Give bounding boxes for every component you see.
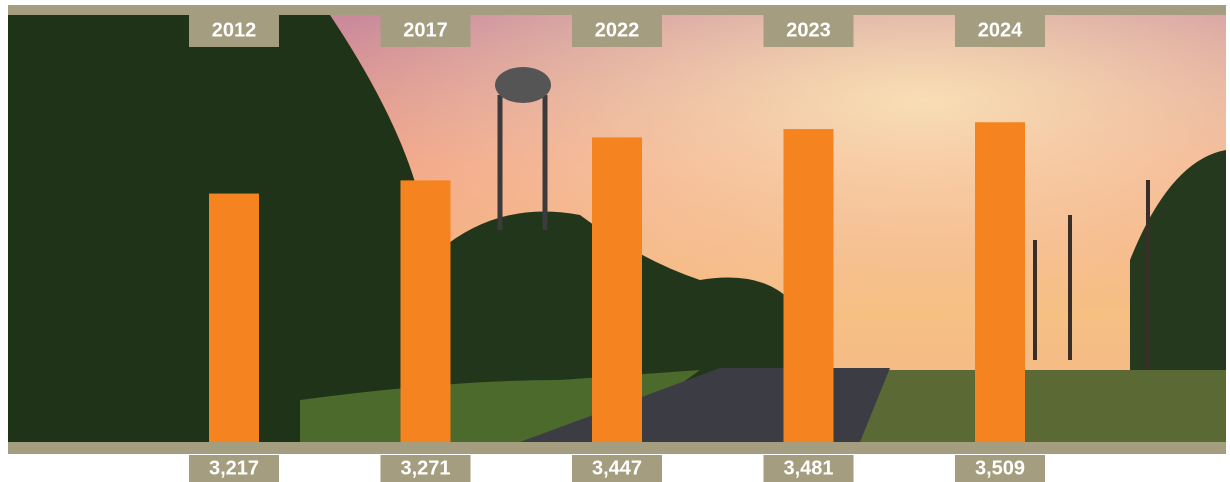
value-label: 3,481 — [783, 457, 833, 479]
x-tick-label: 2023 — [786, 19, 831, 41]
value-label: 3,447 — [592, 457, 642, 479]
value-label: 3,217 — [209, 457, 259, 479]
x-tick-label: 2017 — [403, 19, 448, 41]
bar — [975, 122, 1025, 442]
bar — [209, 194, 259, 442]
value-label: 3,271 — [400, 457, 450, 479]
x-tick-label: 2012 — [212, 19, 257, 41]
bottom-band — [8, 442, 1226, 454]
value-label: 3,509 — [975, 457, 1025, 479]
bar — [592, 137, 642, 442]
top-band — [8, 5, 1226, 15]
x-tick-label: 2024 — [978, 19, 1023, 41]
x-tick-label: 2022 — [595, 19, 640, 41]
bar — [401, 180, 451, 442]
chart: 2012 3,217 2017 3,271 2022 3,447 2023 3,481 2024… — [0, 0, 1230, 482]
bar — [784, 129, 834, 442]
